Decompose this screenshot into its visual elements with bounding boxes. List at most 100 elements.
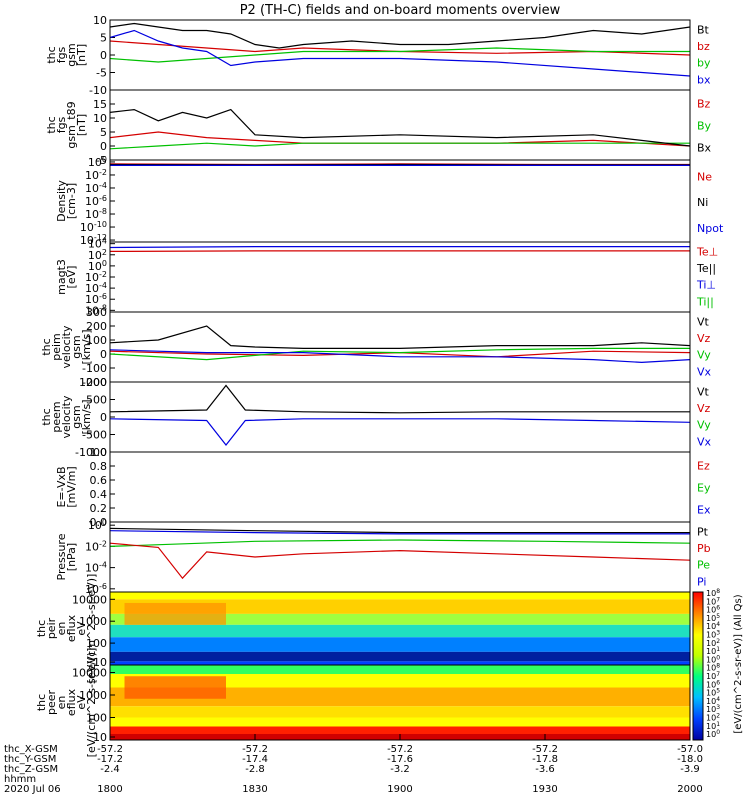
- colorbar-tick: 102: [706, 713, 720, 723]
- row-label: 2020 Jul 06: [4, 784, 61, 795]
- panel-8: 100 10-2 10-4 10-6 Pressure[nPa] Pt Pb Pe Pi: [55, 518, 711, 596]
- y-tick-label: 500: [86, 394, 107, 407]
- legend-bt: Bt: [697, 23, 710, 36]
- y-tick-label: 10-2: [85, 168, 107, 182]
- colorbar-tick: 101: [706, 721, 720, 731]
- time-tick-label: 1800: [97, 784, 122, 795]
- y-tick-label: -1000: [75, 446, 107, 459]
- legend-by: By: [697, 119, 712, 132]
- y-tick-label: 104: [88, 237, 107, 251]
- legend-vx: Vx: [697, 365, 712, 378]
- y-tick-label: 10-6: [85, 582, 107, 596]
- spectrogram-band: [110, 651, 690, 662]
- series-vt: [109, 384, 690, 414]
- legend-ti⊥: Ti⊥: [696, 279, 716, 292]
- y-tick-label: -5: [96, 67, 107, 80]
- legend-vz: Vz: [697, 402, 711, 415]
- time-tick-label: 2000: [677, 784, 702, 795]
- ephemeris-value: -17.6: [387, 754, 413, 765]
- y-tick-label: 1000: [79, 376, 107, 389]
- spectrogram-band: [110, 665, 690, 674]
- figure-title: P2 (TH-C) fields and on-board moments ov…: [240, 3, 561, 18]
- legend-by: by: [697, 57, 711, 70]
- time-axis: thc_X-GSM -57.2 -57.2 -57.2 -57.2 -57.0 thc_Y-…: [4, 734, 703, 795]
- y-tick-label: 10000: [72, 667, 107, 680]
- colorbar-tick: 105: [706, 688, 720, 698]
- y-tick-label: 10-8: [85, 207, 107, 221]
- legend-pi: Pi: [697, 575, 706, 588]
- colorbar-tick: 103: [706, 630, 720, 640]
- y-tick-label: 10-10: [80, 220, 107, 234]
- y-tick-label: 100: [88, 259, 107, 273]
- legend-pe: Pe: [697, 559, 710, 572]
- y-tick-label: 10-12: [80, 233, 107, 247]
- spectrogram-band: [110, 661, 690, 665]
- y-tick-label: 1000: [79, 615, 107, 628]
- legend-bx: Bx: [697, 141, 712, 154]
- colorbar: 1081071061051041031021011001081071061051…: [692, 588, 744, 741]
- y-tick-label: 10-4: [85, 561, 107, 575]
- colorbar-label: [eV/(cm^2-s-sr-eV)] (All Qs): [733, 594, 744, 733]
- y-tick-label: 0.4: [90, 488, 108, 501]
- y-tick-label: 10-6: [85, 292, 107, 306]
- ephemeris-value: -57.2: [532, 744, 558, 755]
- spectrogram-band: [110, 687, 690, 707]
- y-axis-label: magt3[eV]: [55, 259, 78, 295]
- series-bx: [109, 29, 691, 77]
- legend-bx: bx: [697, 73, 711, 86]
- y-tick-label: 1000: [79, 689, 107, 702]
- y-tick-label: 0.6: [90, 474, 108, 487]
- legend-ey: Ey: [697, 481, 711, 494]
- y-axis-label: thcfgsgsm[nT]: [45, 43, 88, 66]
- series-bx: [109, 108, 691, 147]
- y-axis-label: thcpeimvelocitygsm[km/s]: [40, 325, 93, 368]
- ephemeris-value: -17.2: [97, 754, 123, 765]
- y-tick-label: 10000: [72, 593, 107, 606]
- y-tick-label: 10: [93, 14, 107, 27]
- y-tick-label: 0: [100, 140, 107, 153]
- series-pe: [109, 539, 691, 547]
- colorbar-tick: 101: [706, 646, 720, 656]
- row-label: thc_Y-GSM: [4, 754, 56, 765]
- y-tick-label: 0: [100, 411, 107, 424]
- spectrogram-band: [110, 726, 690, 734]
- spectrogram-band: [110, 592, 690, 600]
- spectrogram-band: [110, 624, 690, 638]
- legend-vz: Vz: [697, 332, 711, 345]
- y-tick-label: 100: [88, 518, 107, 532]
- series-te: [109, 250, 690, 252]
- spectrogram-enhancement: [124, 602, 226, 625]
- y-tick-label: 10-2: [85, 539, 107, 553]
- y-tick-label: 100: [86, 637, 107, 650]
- y-tick-label: 10: [93, 656, 107, 669]
- y-tick-label: 10-6: [85, 194, 107, 208]
- row-label: thc_X-GSM: [4, 744, 58, 755]
- colorbar-tick: 107: [706, 596, 720, 606]
- y-tick-label: 10-4: [85, 281, 107, 295]
- spectrogram-band: [110, 674, 690, 688]
- ephemeris-value: -2.4: [100, 764, 120, 775]
- y-tick-label: 5: [100, 126, 107, 139]
- spectrogram-band: [110, 613, 690, 625]
- spectrogram-band: [110, 717, 690, 727]
- series-vy: [109, 347, 690, 361]
- ephemeris-value: -3.9: [680, 764, 700, 775]
- legend-ez: Ez: [697, 460, 710, 473]
- colorbar-tick: 108: [706, 588, 720, 598]
- spectrogram-band: [110, 706, 690, 718]
- y-tick-label: 0.0: [90, 516, 108, 529]
- y-tick-label: 10-8: [85, 303, 107, 317]
- series-pi: [109, 530, 690, 535]
- spectrogram-band: [110, 599, 690, 614]
- legend-bz: bz: [697, 40, 710, 53]
- series-vt: [109, 325, 691, 349]
- y-axis-label: thcpeirenefluxeV[eV/(cm^2-s-sr-eV)]: [35, 574, 98, 684]
- y-tick-label: -500: [82, 429, 107, 442]
- colorbar-tick: 100: [706, 654, 720, 664]
- legend-ti||: Ti||: [696, 295, 714, 308]
- series-ti: [109, 246, 690, 249]
- legend-vy: Vy: [697, 349, 711, 362]
- series-pb: [109, 542, 691, 580]
- panel-6: 1000 500 0 -500 -1000 thcpeemvelocitygsm[km/s…: [40, 376, 712, 459]
